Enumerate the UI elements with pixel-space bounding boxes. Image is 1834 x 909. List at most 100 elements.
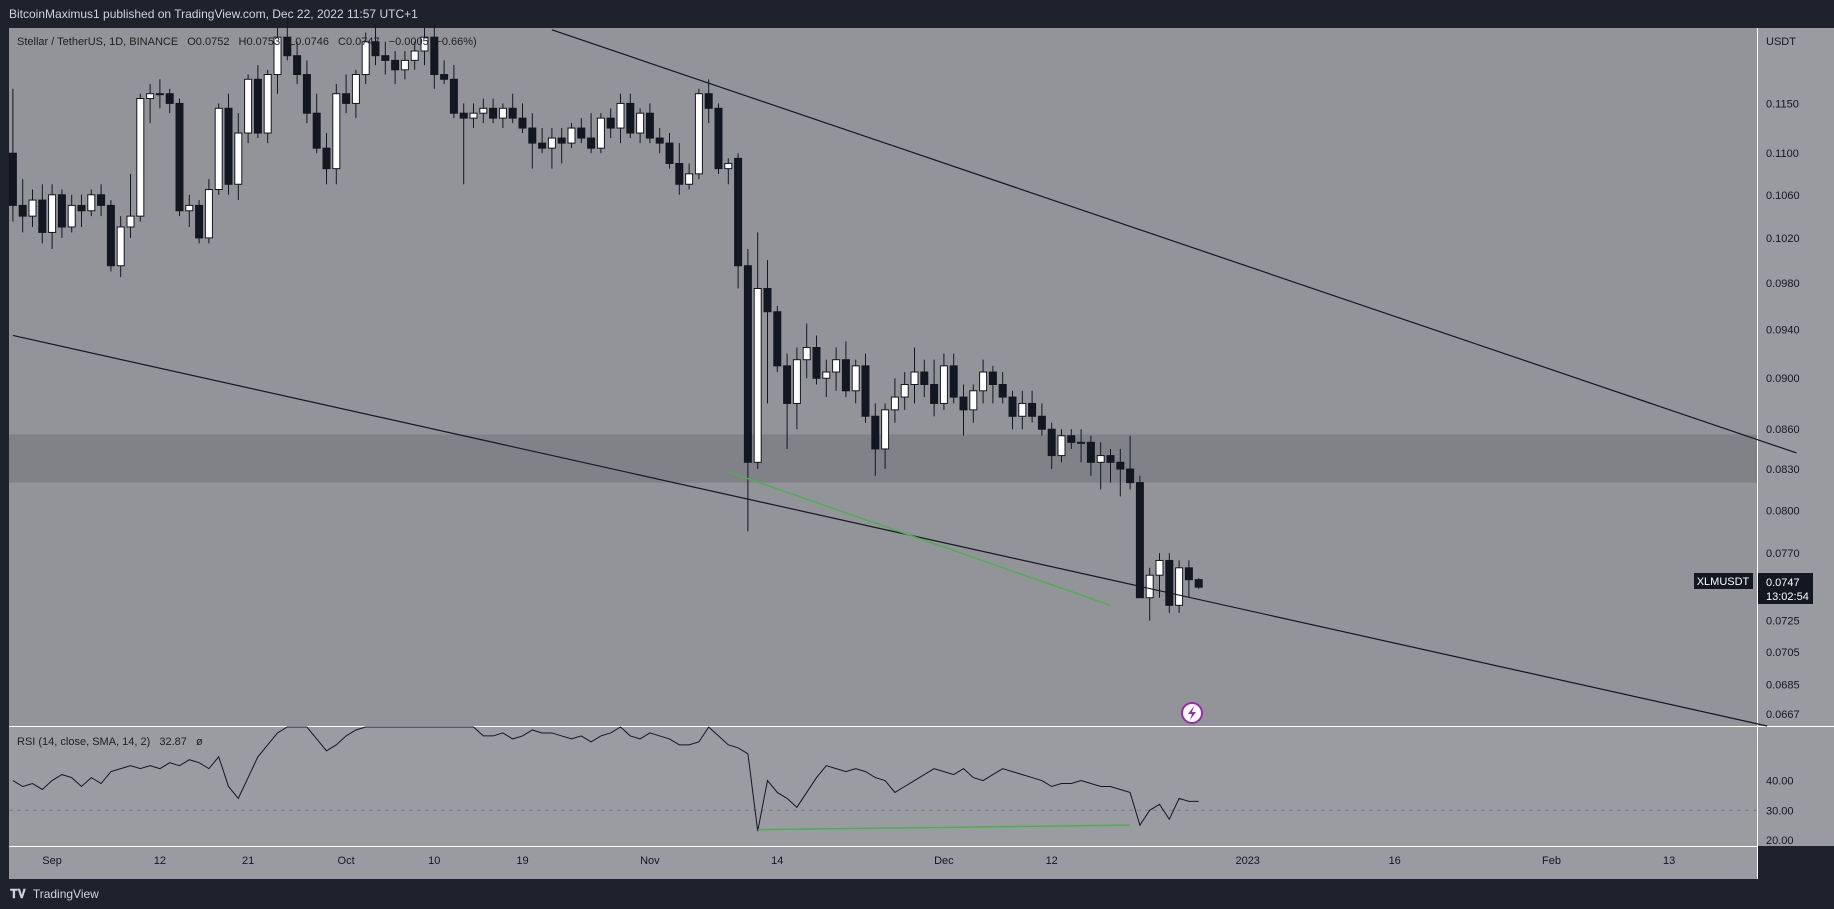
candle bbox=[1116, 448, 1125, 497]
price-tag-countdown: 13:02:54 bbox=[1766, 591, 1809, 603]
lightning-icon[interactable] bbox=[1181, 702, 1203, 724]
candle bbox=[969, 384, 978, 423]
candle bbox=[97, 184, 106, 217]
candle bbox=[665, 133, 674, 169]
candle bbox=[949, 353, 958, 404]
footer: 𝐓𝐕 TradingView bbox=[0, 879, 1834, 909]
candle bbox=[175, 98, 184, 217]
rsi-legend-extra: ø bbox=[196, 736, 203, 748]
candle bbox=[890, 378, 899, 423]
candle bbox=[1194, 578, 1203, 589]
candle bbox=[214, 103, 223, 195]
candle bbox=[1018, 390, 1027, 430]
candle bbox=[822, 359, 831, 398]
price-axis-unit: USDT bbox=[1766, 36, 1796, 48]
candle bbox=[1008, 390, 1017, 430]
candle bbox=[195, 200, 204, 244]
candle bbox=[106, 200, 115, 272]
candle bbox=[67, 194, 76, 233]
candle bbox=[528, 113, 537, 169]
legend-low: L0.0746 bbox=[289, 36, 329, 48]
candle bbox=[479, 98, 488, 124]
rsi-tick-label: 20.00 bbox=[1766, 835, 1794, 847]
price-tick-label: 0.0770 bbox=[1766, 548, 1800, 560]
candle bbox=[8, 88, 17, 222]
candle bbox=[1037, 403, 1046, 436]
candle bbox=[841, 341, 850, 398]
candle bbox=[939, 353, 948, 410]
candle bbox=[440, 60, 449, 85]
candle bbox=[332, 84, 341, 185]
price-tick-label: 0.0860 bbox=[1766, 424, 1800, 436]
candle bbox=[871, 403, 880, 476]
candle bbox=[489, 98, 498, 124]
candle bbox=[616, 93, 625, 144]
candle bbox=[459, 103, 468, 185]
candle bbox=[734, 153, 743, 289]
publisher-text: BitcoinMaximus1 published on TradingView… bbox=[9, 7, 418, 21]
candle bbox=[420, 28, 429, 66]
candle bbox=[910, 347, 919, 404]
candle bbox=[293, 41, 302, 85]
candle bbox=[18, 179, 27, 233]
time-tick-label: 12 bbox=[154, 855, 166, 867]
candle bbox=[724, 158, 733, 185]
price-tick-label: 0.1150 bbox=[1766, 98, 1799, 110]
candle bbox=[792, 347, 801, 430]
time-tick-label: 12 bbox=[1046, 855, 1058, 867]
time-tick-label: 10 bbox=[428, 855, 440, 867]
price-tick-label: 0.0685 bbox=[1766, 679, 1800, 691]
candle bbox=[508, 93, 517, 124]
candle bbox=[410, 41, 419, 70]
candle bbox=[606, 108, 615, 139]
price-axis-ticks: 0.1150 0.1100 0.1060 0.1020 0.0980 0.0940 0.09… bbox=[1766, 98, 1800, 721]
rsi-tick-label: 30.00 bbox=[1766, 805, 1794, 817]
rsi-legend-label: RSI (14, close, SMA, 14, 2) bbox=[17, 736, 150, 748]
candle bbox=[136, 93, 145, 222]
candle bbox=[783, 353, 792, 449]
candle bbox=[988, 365, 997, 404]
time-axis-ticks: Sep 12 21 Oct 10 19 Nov 14 Dec 12 2023 16 Feb 13 bbox=[42, 855, 1675, 867]
candle bbox=[636, 108, 645, 144]
candle bbox=[655, 128, 664, 154]
candle bbox=[1165, 553, 1174, 613]
time-tick-label: 13 bbox=[1663, 855, 1675, 867]
rsi-pane-background bbox=[9, 727, 1757, 846]
channel-upper-line bbox=[551, 29, 1797, 454]
time-tick-label: 16 bbox=[1389, 855, 1401, 867]
price-tick-label: 0.0980 bbox=[1766, 278, 1800, 290]
candle bbox=[253, 65, 262, 139]
rsi-tick-label: 40.00 bbox=[1766, 776, 1794, 788]
candle bbox=[1047, 422, 1056, 470]
price-axis-background bbox=[1757, 28, 1834, 846]
time-tick-label: Feb bbox=[1542, 855, 1561, 867]
candle bbox=[87, 189, 96, 217]
candle bbox=[28, 189, 37, 227]
price-tick-label: 0.1060 bbox=[1766, 190, 1800, 202]
candle bbox=[626, 93, 635, 139]
price-tick-label: 0.1020 bbox=[1766, 233, 1800, 245]
candle bbox=[861, 353, 870, 423]
time-tick-label: Oct bbox=[338, 855, 355, 867]
candle bbox=[694, 88, 703, 180]
candle bbox=[469, 103, 478, 129]
price-tag-symbol: XLMUSDT bbox=[1697, 576, 1750, 588]
price-tick-label: 0.0900 bbox=[1766, 373, 1800, 385]
candle bbox=[322, 133, 331, 185]
time-tick-label: 2023 bbox=[1235, 855, 1259, 867]
candle bbox=[234, 113, 243, 201]
time-tick-label: Sep bbox=[42, 855, 62, 867]
candle bbox=[881, 403, 890, 470]
chart-canvas[interactable]: 0.1150 0.1100 0.1060 0.1020 0.0980 0.0940 0.09… bbox=[0, 0, 1834, 879]
time-tick-label: 19 bbox=[516, 855, 528, 867]
rsi-legend: RSI (14, close, SMA, 14, 2) 32.87 ø bbox=[17, 736, 203, 748]
price-tick-label: 0.1100 bbox=[1766, 148, 1799, 160]
candle bbox=[244, 74, 253, 144]
legend-close: C0.0747 bbox=[338, 36, 380, 48]
candle bbox=[224, 93, 233, 195]
time-tick-label: 14 bbox=[771, 855, 783, 867]
price-pane-background bbox=[9, 28, 1757, 726]
candle bbox=[1067, 429, 1076, 449]
candle bbox=[400, 51, 409, 80]
candle bbox=[596, 113, 605, 154]
